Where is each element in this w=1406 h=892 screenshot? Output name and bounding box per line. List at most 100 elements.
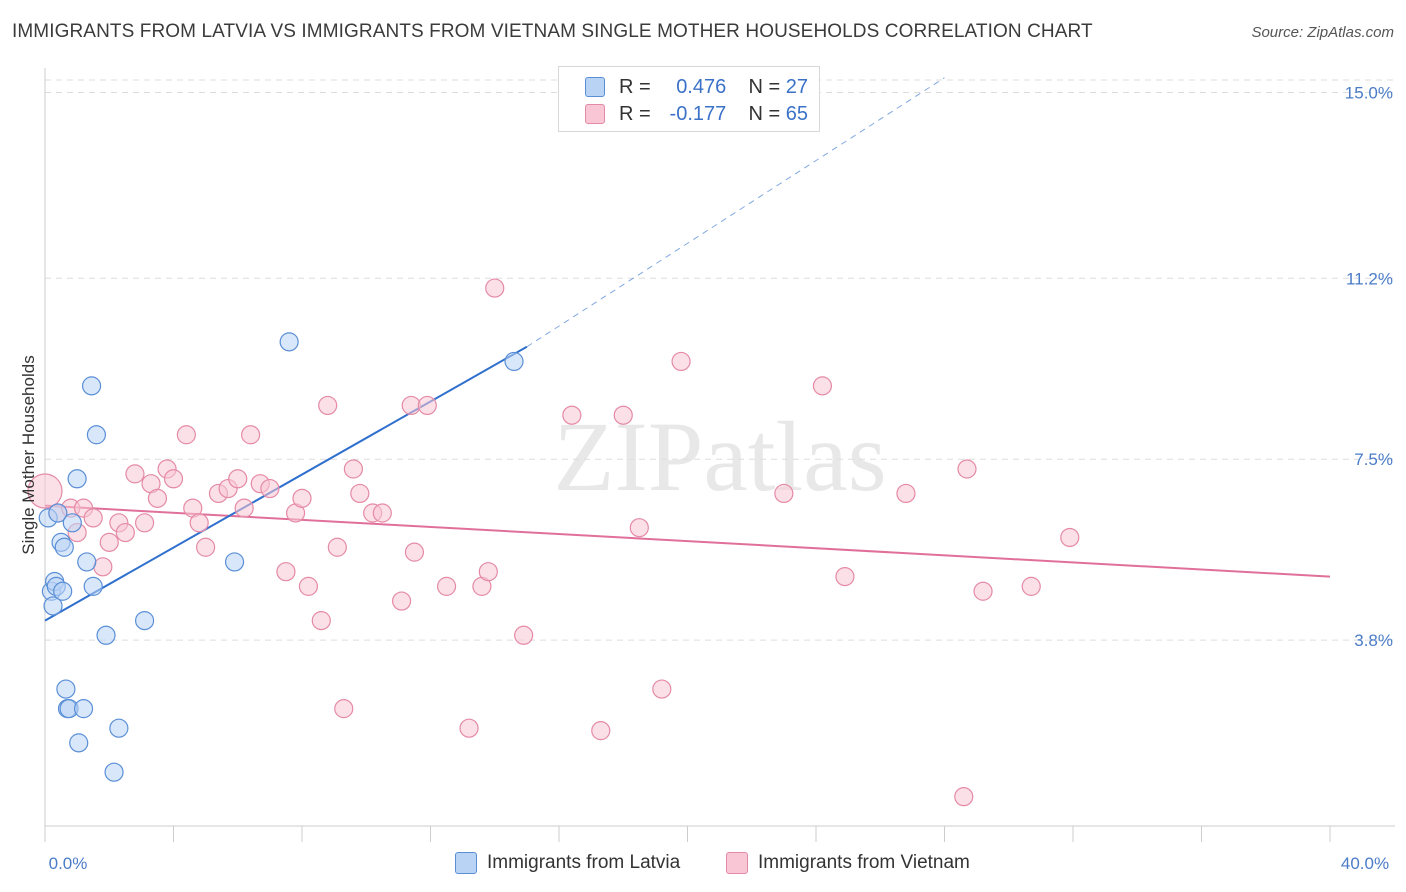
- vietnam-point: [1060, 527, 1080, 548]
- vietnam-point: [391, 591, 412, 611]
- vietnam-point: [189, 513, 209, 533]
- y-tick-label: 11.2%: [1346, 269, 1393, 288]
- legend-r-label: R =: [619, 102, 651, 125]
- vietnam-point: [774, 483, 794, 504]
- vietnam-point: [334, 699, 354, 719]
- vietnam-point: [401, 395, 421, 416]
- vietnam-point: [417, 395, 437, 416]
- vietnam-point: [125, 464, 145, 484]
- vietnam-point: [234, 498, 254, 518]
- vietnam-point: [1021, 576, 1041, 596]
- y-tick-label: 3.8%: [1354, 631, 1393, 650]
- vietnam-point: [436, 576, 457, 596]
- vietnam-point: [176, 425, 196, 445]
- vietnam-point: [260, 478, 280, 499]
- series-legend: Immigrants from Latvia Immigrants from V…: [0, 852, 1406, 878]
- vietnam-point: [652, 679, 672, 699]
- vietnam-point: [372, 503, 392, 523]
- latvia-point: [73, 699, 94, 719]
- tick-labels: 3.8% 7.5% 11.2% 15.0% 0.0% 40.0%: [49, 83, 1393, 873]
- legend-n-label: N =: [748, 102, 781, 125]
- legend-n-value-vietnam: 65: [785, 102, 808, 125]
- vietnam-point: [327, 537, 347, 557]
- vietnam-point: [276, 562, 296, 582]
- latvia-point: [77, 552, 97, 572]
- vietnam-point: [671, 351, 691, 372]
- vietnam-point: [147, 488, 168, 508]
- axes: [44, 68, 1395, 842]
- vietnam-point: [629, 518, 649, 538]
- trendlines: [44, 77, 1331, 622]
- vietnam-point: [318, 395, 338, 416]
- legend-r-value-vietnam: -0.177: [669, 102, 727, 125]
- vietnam-legend-icon: [726, 852, 748, 874]
- vietnam-point: [478, 562, 498, 582]
- vietnam-point: [292, 488, 312, 508]
- vietnam-point: [485, 278, 505, 298]
- series-legend-vietnam[interactable]: Immigrants from Vietnam: [726, 852, 970, 874]
- source-credit: Source: ZipAtlas.com: [1251, 24, 1394, 41]
- latvia-point: [134, 611, 155, 631]
- latvia-point: [67, 469, 87, 489]
- latvia-trendline-extension: [526, 77, 945, 348]
- vietnam-point: [350, 483, 370, 504]
- legend-n-value-latvia: 27: [785, 75, 808, 98]
- vietnam-point: [954, 787, 974, 807]
- latvia-points: [38, 332, 524, 782]
- latvia-point: [62, 513, 82, 533]
- latvia-point: [53, 581, 73, 601]
- vietnam-points: [27, 278, 1080, 807]
- vietnam-point: [835, 566, 855, 587]
- chart-title: IMMIGRANTS FROM LATVIA VS IMMIGRANTS FRO…: [12, 21, 1093, 42]
- vietnam-point: [115, 522, 135, 543]
- vietnam-point: [591, 721, 611, 741]
- latvia-point: [81, 376, 102, 396]
- x-tick-label-max: 40.0%: [1341, 854, 1389, 873]
- latvia-point: [56, 679, 76, 699]
- latvia-point: [54, 537, 74, 557]
- vietnam-point: [514, 625, 534, 645]
- vietnam-point: [562, 405, 582, 425]
- vietnam-point: [93, 557, 113, 577]
- vietnam-point: [957, 459, 977, 479]
- latvia-point: [86, 425, 107, 445]
- latvia-point: [48, 503, 68, 523]
- vietnam-point: [99, 532, 119, 552]
- series-legend-latvia[interactable]: Immigrants from Latvia: [455, 852, 680, 874]
- vietnam-point: [311, 611, 331, 631]
- legend-r-value-latvia: 0.476: [676, 75, 727, 98]
- vietnam-point: [134, 513, 155, 533]
- vietnam-point: [973, 581, 993, 601]
- latvia-point: [109, 718, 129, 738]
- legend-row-latvia: R = 0.476 N = 27: [559, 72, 808, 102]
- vietnam-point: [613, 405, 633, 425]
- legend-n-label: N =: [748, 75, 781, 98]
- latvia-point: [96, 625, 116, 645]
- legend-row-vietnam: R = -0.177 N = 65: [559, 99, 808, 129]
- latvia-point: [83, 576, 103, 596]
- latvia-legend-label: Immigrants from Latvia: [487, 852, 681, 873]
- y-tick-label: 7.5%: [1354, 450, 1393, 469]
- vietnam-point: [228, 469, 248, 489]
- vietnam-point: [343, 459, 363, 479]
- latvia-point: [224, 552, 245, 572]
- vietnam-point: [163, 469, 184, 489]
- y-tick-label: 15.0%: [1345, 83, 1393, 102]
- vietnam-point: [241, 425, 261, 445]
- latvia-legend-icon: [455, 852, 477, 874]
- vietnam-swatch-icon: [585, 104, 605, 124]
- latvia-swatch-icon: [585, 77, 605, 97]
- legend-r-label: R =: [619, 75, 651, 98]
- vietnam-point: [27, 473, 63, 509]
- vietnam-point: [83, 508, 103, 528]
- y-axis-title: Single Mother Households: [19, 355, 38, 554]
- gridlines: [45, 79, 1395, 641]
- x-tick-label-min: 0.0%: [49, 854, 88, 873]
- correlation-legend: R = 0.476 N = 27 R = -0.177 N = 65: [558, 66, 820, 132]
- watermark: ZIPatlas: [553, 401, 886, 512]
- vietnam-point: [459, 718, 479, 738]
- vietnam-trendline: [44, 504, 1331, 578]
- latvia-point: [69, 733, 89, 753]
- vietnam-point: [812, 376, 833, 396]
